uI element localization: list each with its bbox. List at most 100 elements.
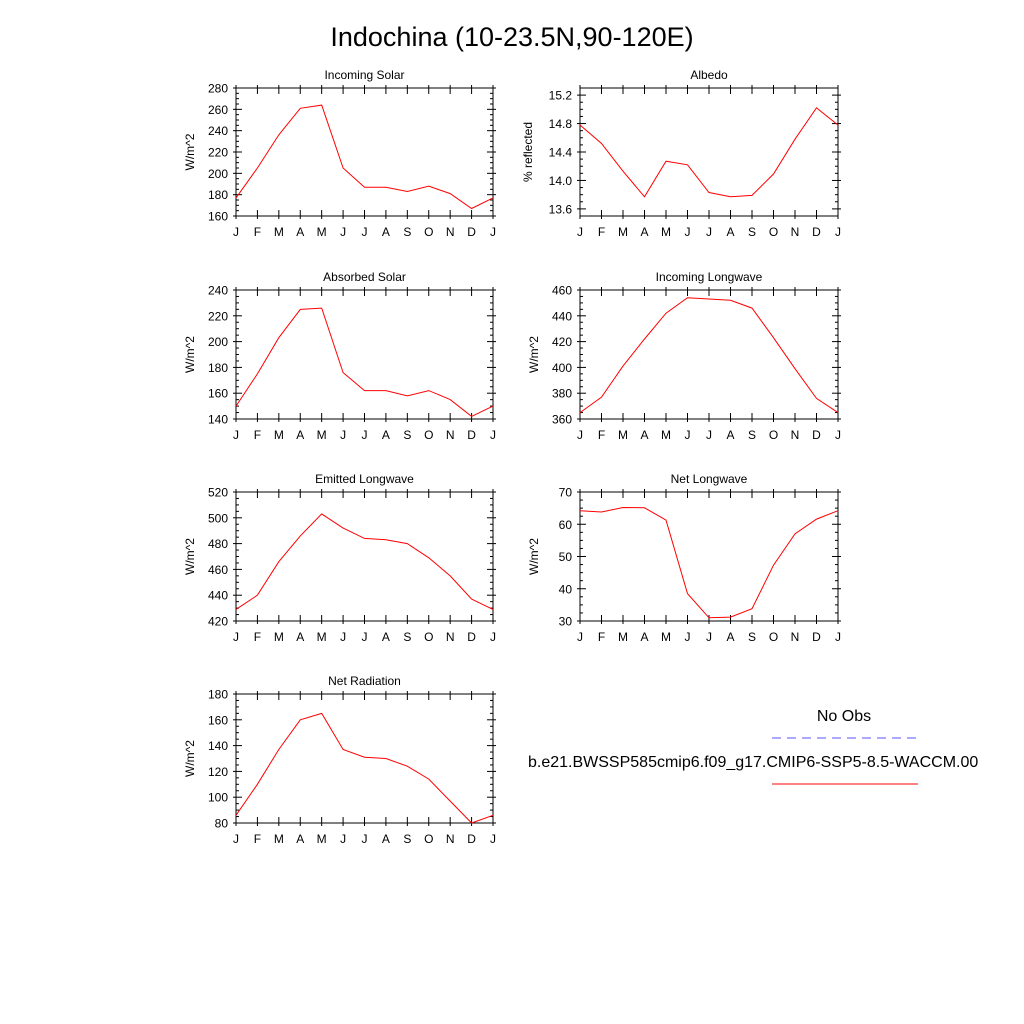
- x-tick-label: J: [706, 630, 712, 644]
- y-tick-label: 380: [552, 387, 572, 401]
- y-tick-label: 220: [208, 146, 228, 160]
- x-tick-label: O: [769, 428, 778, 442]
- y-tick-label: 80: [215, 817, 229, 831]
- x-tick-label: A: [726, 428, 734, 442]
- y-tick-label: 14.8: [549, 117, 573, 131]
- series-line: [235, 712, 494, 824]
- y-tick-label: 140: [208, 413, 228, 427]
- y-tick-label: 160: [208, 713, 228, 727]
- y-tick-label: 220: [208, 309, 228, 323]
- x-tick-label: D: [467, 630, 476, 644]
- x-tick-label: O: [424, 428, 433, 442]
- x-tick-label: S: [748, 428, 756, 442]
- y-tick-label: 14.0: [549, 174, 573, 188]
- x-tick-label: N: [446, 832, 455, 846]
- x-tick-label: M: [618, 428, 628, 442]
- x-tick-label: F: [598, 630, 605, 644]
- x-tick-label: F: [598, 428, 605, 442]
- series-line: [579, 107, 839, 198]
- x-tick-label: M: [618, 225, 628, 239]
- x-tick-label: J: [577, 225, 583, 239]
- x-tick-label: N: [791, 225, 800, 239]
- panel-title: Albedo: [690, 68, 728, 82]
- x-tick-label: J: [233, 428, 239, 442]
- series-line: [235, 513, 494, 610]
- series-line: [579, 297, 839, 414]
- y-tick-label: 360: [552, 413, 572, 427]
- y-axis-label: W/m^2: [183, 538, 197, 575]
- y-tick-label: 70: [559, 486, 573, 500]
- x-tick-label: A: [640, 630, 648, 644]
- y-axis-label: % reflected: [521, 122, 535, 182]
- x-tick-label: J: [490, 832, 496, 846]
- y-axis-label: W/m^2: [527, 336, 541, 373]
- y-tick-label: 200: [208, 335, 228, 349]
- x-tick-label: J: [490, 225, 496, 239]
- y-tick-label: 480: [208, 537, 228, 551]
- x-tick-label: A: [726, 630, 734, 644]
- x-tick-label: S: [403, 225, 411, 239]
- x-tick-label: S: [748, 630, 756, 644]
- panel-title: Incoming Longwave: [656, 270, 763, 284]
- panel-title: Net Radiation: [328, 674, 401, 688]
- y-tick-label: 420: [552, 335, 572, 349]
- y-axis-label: W/m^2: [527, 538, 541, 575]
- x-tick-label: J: [233, 630, 239, 644]
- y-tick-label: 280: [208, 82, 228, 96]
- x-tick-label: M: [317, 428, 327, 442]
- x-tick-label: J: [340, 630, 346, 644]
- series-line: [579, 506, 839, 619]
- y-tick-label: 240: [208, 124, 228, 138]
- y-axis-label: W/m^2: [183, 336, 197, 373]
- x-tick-label: J: [835, 428, 841, 442]
- x-tick-label: M: [317, 225, 327, 239]
- y-tick-label: 440: [208, 589, 228, 603]
- y-tick-label: 420: [208, 615, 228, 629]
- x-tick-label: F: [254, 225, 261, 239]
- x-tick-label: F: [254, 428, 261, 442]
- x-tick-label: A: [640, 428, 648, 442]
- y-tick-label: 60: [559, 518, 573, 532]
- x-tick-label: A: [382, 428, 390, 442]
- y-tick-label: 500: [208, 511, 228, 525]
- x-tick-label: J: [577, 630, 583, 644]
- panel-title: Net Longwave: [671, 472, 748, 486]
- x-tick-label: M: [274, 630, 284, 644]
- x-tick-label: F: [598, 225, 605, 239]
- x-tick-label: O: [424, 630, 433, 644]
- x-tick-label: S: [403, 428, 411, 442]
- x-tick-label: J: [685, 225, 691, 239]
- y-tick-label: 200: [208, 167, 228, 181]
- x-tick-label: A: [382, 630, 390, 644]
- x-tick-label: A: [382, 225, 390, 239]
- x-tick-label: O: [424, 832, 433, 846]
- legend-model-label: b.e21.BWSSP585cmip6.f09_g17.CMIP6-SSP5-8…: [528, 754, 978, 771]
- x-tick-label: A: [382, 832, 390, 846]
- x-tick-label: N: [791, 428, 800, 442]
- y-tick-label: 100: [208, 791, 228, 805]
- x-tick-label: N: [446, 428, 455, 442]
- x-tick-label: O: [424, 225, 433, 239]
- x-tick-label: J: [233, 225, 239, 239]
- panel-title: Incoming Solar: [324, 68, 404, 82]
- y-tick-label: 460: [208, 563, 228, 577]
- y-tick-label: 180: [208, 361, 228, 375]
- x-tick-label: M: [274, 225, 284, 239]
- y-tick-label: 120: [208, 765, 228, 779]
- x-tick-label: J: [490, 630, 496, 644]
- y-tick-label: 14.4: [549, 146, 573, 160]
- series-line: [235, 104, 494, 210]
- y-tick-label: 140: [208, 739, 228, 753]
- series-line: [235, 307, 494, 417]
- x-tick-label: D: [467, 428, 476, 442]
- y-tick-label: 400: [552, 361, 572, 375]
- x-tick-label: D: [467, 225, 476, 239]
- x-tick-label: S: [403, 630, 411, 644]
- y-tick-label: 160: [208, 387, 228, 401]
- x-tick-label: O: [769, 225, 778, 239]
